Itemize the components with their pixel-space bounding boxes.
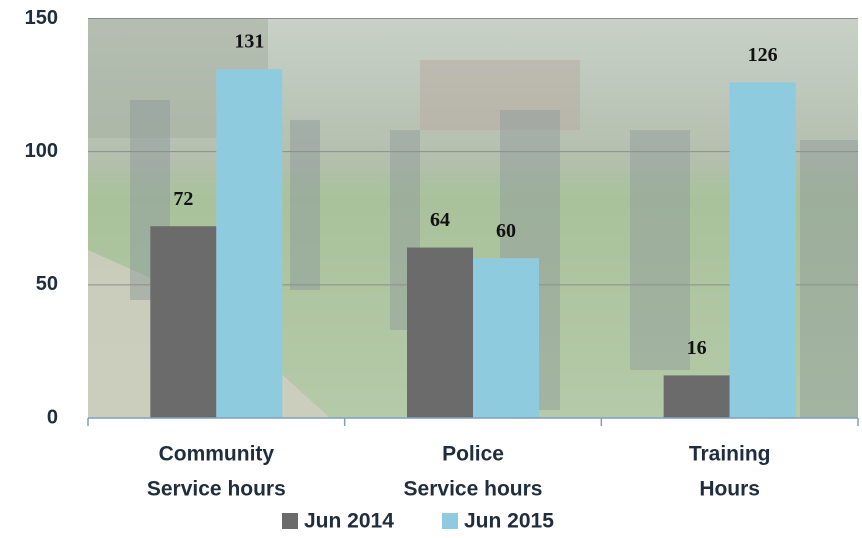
x-tick-label: Police	[442, 443, 504, 466]
bar	[473, 258, 539, 418]
bar	[216, 69, 283, 418]
x-tick-label: Community	[159, 443, 275, 466]
value-label: 72	[173, 188, 193, 210]
legend-label: Jun 2014	[304, 510, 394, 533]
legend-swatch	[282, 513, 298, 529]
value-label: 60	[496, 220, 516, 242]
x-tick-label: Training	[689, 443, 771, 466]
value-label: 16	[687, 337, 707, 359]
x-tick-label: Service hours	[147, 478, 286, 501]
x-tick-label: Service hours	[404, 478, 543, 501]
y-tick-label: 50	[36, 273, 58, 295]
bar	[729, 82, 796, 419]
value-label: 64	[430, 209, 450, 231]
bar	[663, 375, 730, 418]
bar	[407, 247, 473, 418]
value-label: 126	[748, 44, 778, 66]
y-tick-label: 150	[25, 7, 58, 29]
legend-label: Jun 2015	[464, 510, 554, 533]
y-tick-label: 0	[47, 406, 58, 428]
bar	[150, 226, 217, 418]
y-tick-label: 100	[25, 140, 58, 162]
x-tick-label: Hours	[699, 478, 760, 501]
legend-swatch	[442, 513, 458, 529]
value-label: 131	[234, 31, 264, 53]
